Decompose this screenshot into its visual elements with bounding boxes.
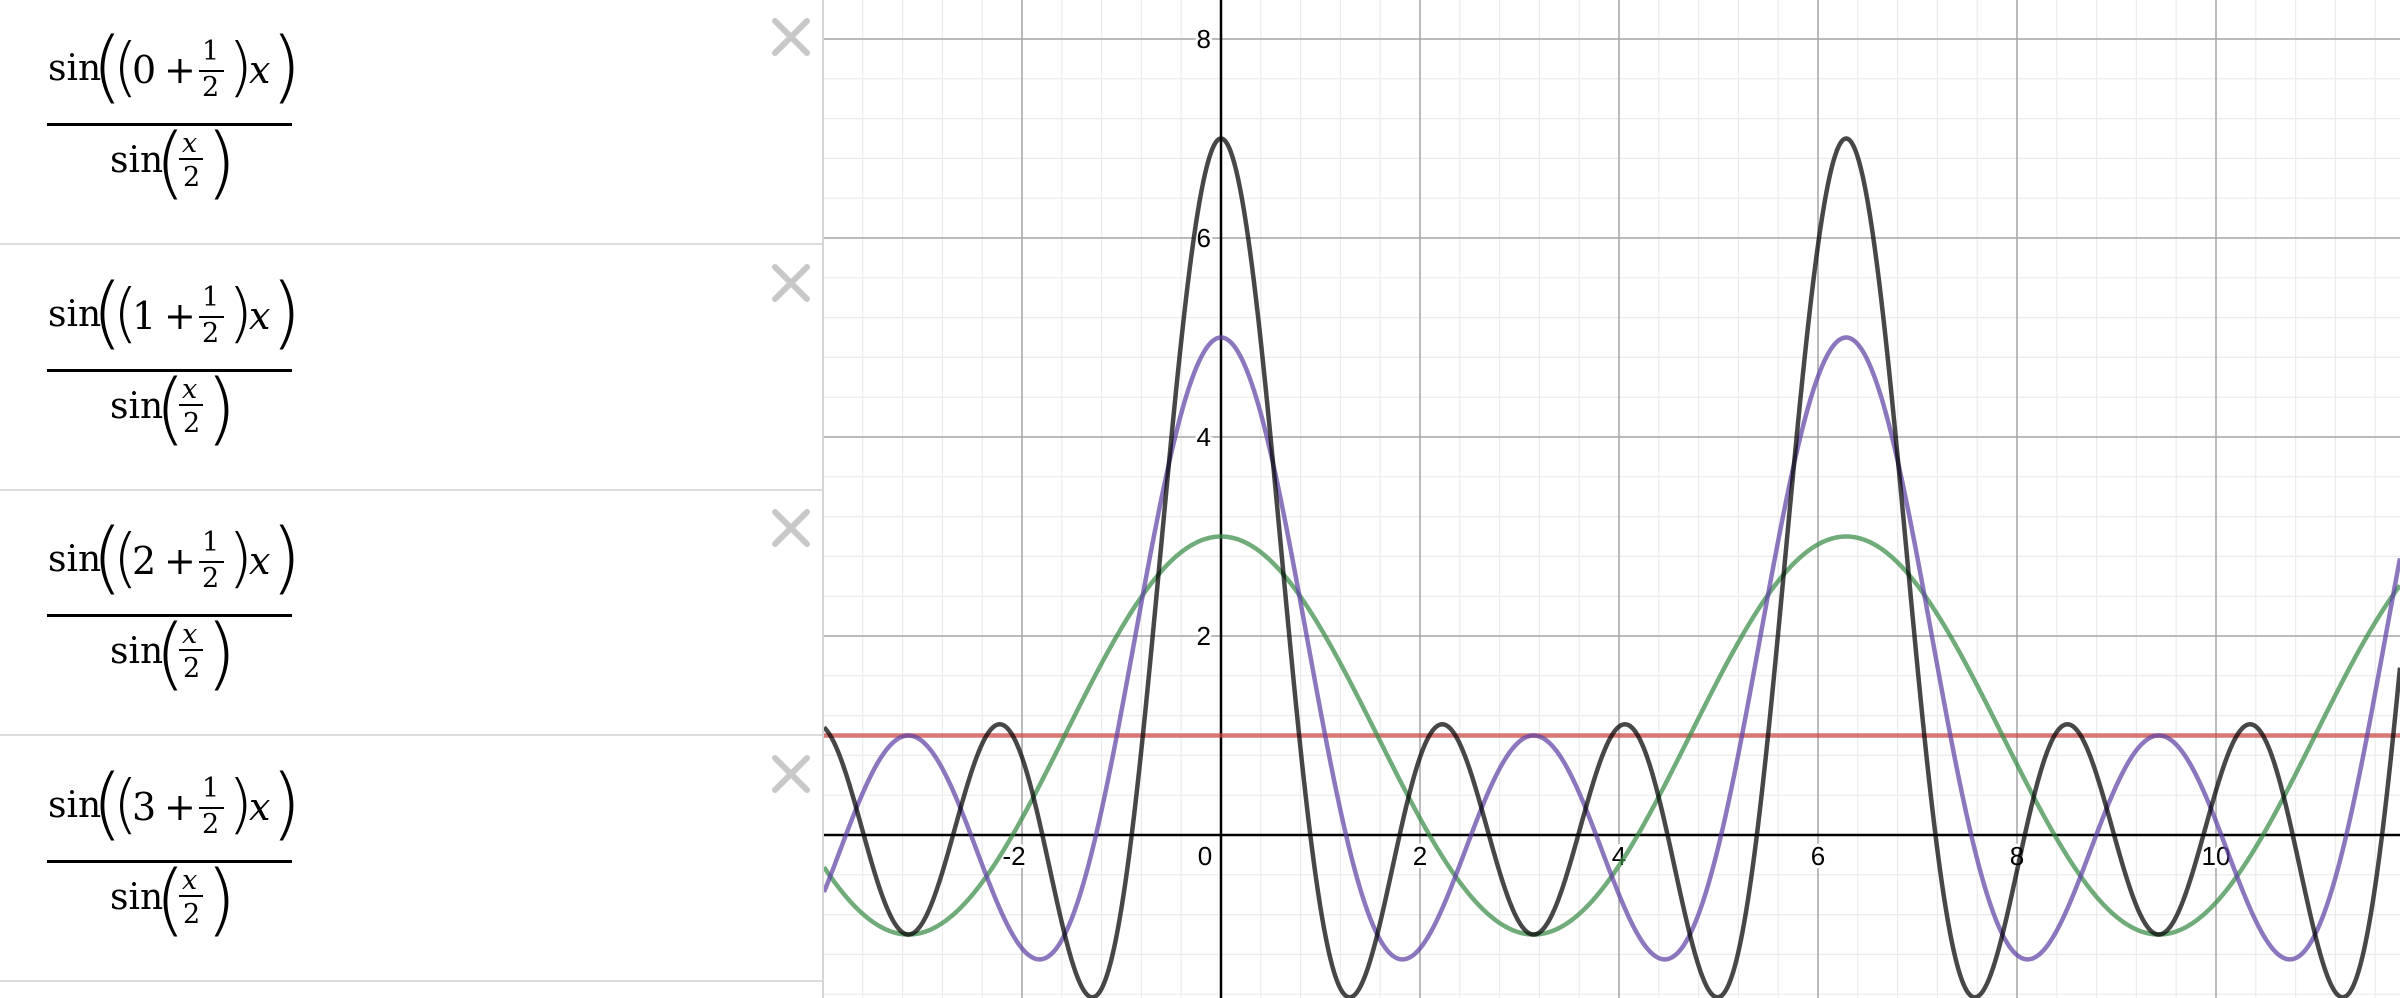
- den-x: x: [182, 128, 198, 159]
- half-denominator: 2: [202, 563, 220, 594]
- sin-function-denominator: sin: [110, 631, 164, 672]
- half-fraction-bar: [199, 561, 224, 563]
- variable-x: x: [249, 48, 271, 92]
- close-x-icon[interactable]: [766, 749, 816, 799]
- den-paren-close: ): [206, 854, 237, 945]
- sin-function-denominator: sin: [110, 876, 164, 918]
- y-tick-label: 6: [1197, 223, 1211, 253]
- sin-function: sin: [48, 784, 102, 826]
- den-fraction-bar: [179, 649, 203, 651]
- den-paren-close: ): [206, 118, 237, 208]
- plus-sign: +: [164, 784, 196, 829]
- den-paren-open: (: [155, 363, 186, 454]
- half-denominator: 2: [202, 808, 220, 840]
- outer-paren-open: (: [92, 267, 123, 358]
- half-numerator: 1: [202, 772, 220, 804]
- half-denominator: 2: [202, 72, 220, 103]
- series-line-2: [824, 335, 2400, 962]
- den-two: 2: [183, 653, 201, 684]
- den-two: 2: [183, 407, 201, 439]
- inner-paren-open: (: [113, 276, 138, 351]
- close-x-icon[interactable]: [766, 503, 816, 553]
- outer-paren-close: ): [271, 513, 302, 603]
- inner-paren-close: ): [228, 767, 253, 842]
- main-fraction-bar: [47, 123, 292, 126]
- main-fraction-bar: [47, 859, 292, 863]
- variable-x: x: [249, 293, 271, 338]
- expression-row-1[interactable]: sin((0 +1 2) x) sin(x 2): [0, 0, 822, 245]
- close-x-icon[interactable]: [766, 258, 816, 308]
- inner-paren-close: ): [228, 276, 253, 351]
- expression-row-3[interactable]: sin((2 +1 2) x) sin(x 2): [0, 491, 822, 736]
- plus-sign: +: [164, 293, 196, 338]
- inner-paren-open: (: [113, 522, 138, 596]
- expression-formula[interactable]: sin((0 +1 2) x) sin(x 2): [0, 0, 330, 245]
- inner-paren-open: (: [113, 767, 138, 842]
- term-k: 2: [132, 539, 157, 583]
- den-x: x: [182, 619, 198, 650]
- expression-row-4[interactable]: sin((3 +1 2) x) sin(x 2): [0, 737, 822, 982]
- den-paren-close: ): [206, 363, 237, 454]
- expression-formula[interactable]: sin((2 +1 2) x) sin(x 2): [0, 491, 330, 736]
- outer-paren-close: ): [271, 758, 302, 849]
- expression-list: sin((0 +1 2) x) sin(x 2) sin((1 +1 2) x) sin(x 2) si…: [0, 0, 824, 998]
- outer-paren-open: (: [92, 513, 123, 603]
- plus-sign: +: [164, 48, 196, 92]
- half-numerator: 1: [202, 36, 220, 67]
- half-fraction-bar: [199, 315, 224, 318]
- den-paren-open: (: [155, 609, 186, 699]
- graph-background: [824, 0, 2400, 998]
- y-tick-label: 2: [1197, 621, 1211, 651]
- den-fraction-bar: [179, 403, 203, 406]
- term-k: 1: [132, 293, 157, 338]
- variable-x: x: [249, 539, 271, 583]
- expression-row-2[interactable]: sin((1 +1 2) x) sin(x 2): [0, 246, 822, 491]
- x-tick-label: 6: [1811, 841, 1825, 871]
- den-fraction-bar: [179, 158, 203, 160]
- y-tick-label: 8: [1197, 24, 1211, 54]
- half-fraction-bar: [199, 806, 224, 809]
- den-paren-open: (: [155, 118, 186, 208]
- den-x: x: [182, 864, 198, 896]
- main-fraction-bar: [47, 614, 292, 617]
- inner-paren-close: ): [228, 31, 253, 105]
- inner-paren-open: (: [113, 31, 138, 105]
- sin-function: sin: [48, 48, 102, 89]
- series-line-3: [824, 136, 2400, 998]
- den-paren-close: ): [206, 609, 237, 699]
- den-fraction-bar: [179, 894, 203, 897]
- half-denominator: 2: [202, 317, 220, 349]
- term-k: 0: [132, 48, 157, 92]
- x-tick-label: 0: [1198, 841, 1212, 871]
- half-numerator: 1: [202, 281, 220, 313]
- expression-formula[interactable]: sin((3 +1 2) x) sin(x 2): [0, 737, 330, 982]
- term-k: 3: [132, 784, 157, 829]
- x-tick-label: 2: [1413, 841, 1427, 871]
- outer-paren-close: ): [271, 267, 302, 358]
- close-x-icon[interactable]: [766, 12, 816, 62]
- expression-formula[interactable]: sin((1 +1 2) x) sin(x 2): [0, 246, 330, 491]
- den-x: x: [182, 373, 198, 405]
- plus-sign: +: [164, 539, 196, 583]
- half-numerator: 1: [202, 527, 220, 558]
- outer-paren-open: (: [92, 22, 123, 112]
- y-tick-label: 4: [1197, 422, 1211, 452]
- sin-function-denominator: sin: [110, 385, 164, 427]
- sin-function-denominator: sin: [110, 140, 164, 181]
- outer-paren-close: ): [271, 22, 302, 112]
- main-fraction-bar: [47, 368, 292, 372]
- den-two: 2: [183, 898, 201, 930]
- variable-x: x: [249, 784, 271, 829]
- den-two: 2: [183, 162, 201, 193]
- sin-function: sin: [48, 539, 102, 580]
- outer-paren-open: (: [92, 758, 123, 849]
- sin-function: sin: [48, 293, 102, 335]
- inner-paren-close: ): [228, 522, 253, 596]
- half-fraction-bar: [199, 70, 224, 72]
- x-tick-label: -2: [1002, 841, 1025, 871]
- den-paren-open: (: [155, 854, 186, 945]
